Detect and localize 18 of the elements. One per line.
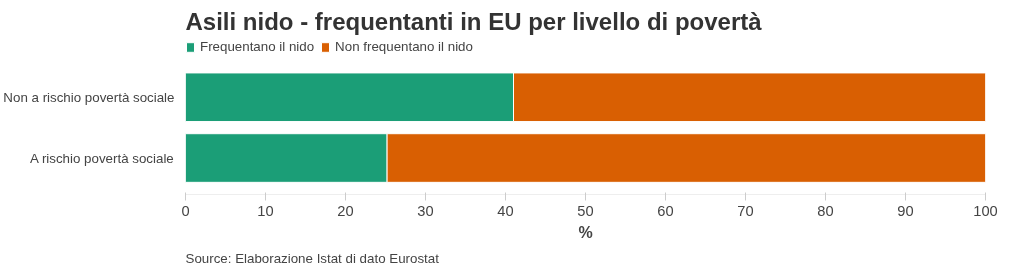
x-tick-label: 50: [577, 202, 594, 219]
x-tick-label: 60: [657, 202, 674, 219]
x-tick-label: 20: [337, 202, 354, 219]
x-axis-title: %: [578, 223, 593, 241]
legend-label: Non frequentano il nido: [335, 39, 473, 54]
chart-title: Asili nido - frequentanti in EU per livello di povertà: [185, 7, 763, 35]
legend-label: Frequentano il nido: [200, 39, 315, 54]
x-tick-label: 0: [181, 202, 190, 219]
x-tick-label: 40: [497, 202, 514, 219]
y-tick-label: A rischio povertà sociale: [30, 150, 174, 166]
x-tick-label: 100: [973, 202, 998, 219]
x-tick-label: 30: [417, 202, 434, 219]
x-tick-label: 80: [817, 202, 834, 219]
x-tick-label: 70: [737, 202, 754, 219]
y-tick-label: Non a rischio povertà sociale: [3, 89, 175, 105]
x-tick-label: 10: [257, 202, 274, 219]
x-tick-label: 90: [897, 202, 914, 219]
source-note: Source: Elaborazione Istat di dato Eurostat: [185, 250, 440, 266]
